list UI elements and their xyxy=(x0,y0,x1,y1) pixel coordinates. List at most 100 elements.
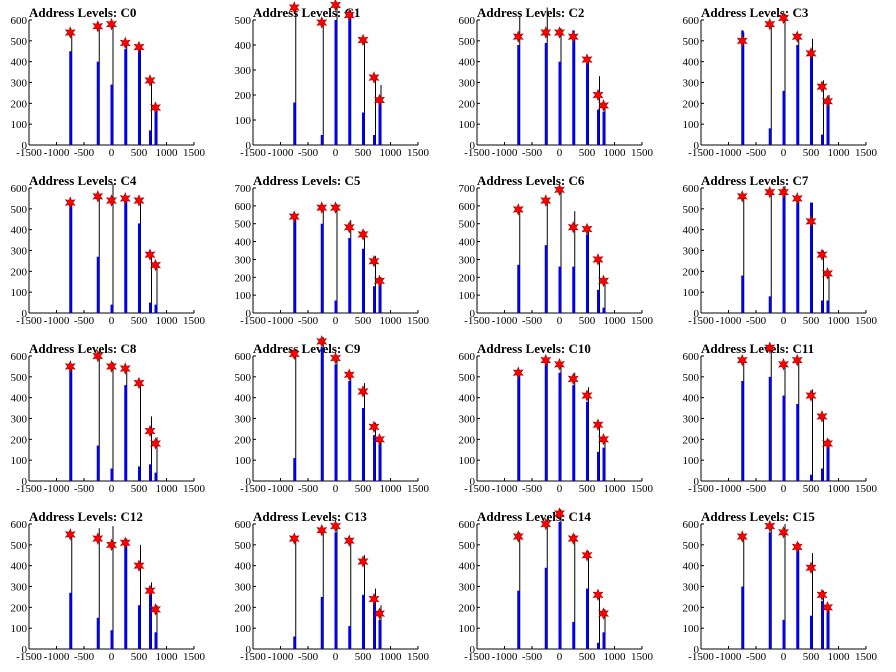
star-marker xyxy=(597,99,610,112)
star-marker xyxy=(64,26,76,39)
chart-title: Address Levels: C7 xyxy=(701,173,809,188)
x-tick-label: 500 xyxy=(803,483,820,495)
y-tick-label: 400 xyxy=(235,40,252,52)
bar xyxy=(378,443,381,481)
x-tick-label: 1000 xyxy=(604,651,627,663)
star-marker xyxy=(119,362,131,375)
chart-panel-c12: Address Levels: C12 0 100 200 300 400 500 600 -1… xyxy=(11,509,206,663)
chart-title: Address Levels: C9 xyxy=(253,341,361,356)
bar xyxy=(810,615,813,649)
x-tick-label: 1000 xyxy=(828,315,851,327)
x-tick-label: -1500 xyxy=(240,147,266,159)
bar xyxy=(96,617,100,649)
y-tick-label: 0 xyxy=(470,308,476,320)
x-tick-label: -500 xyxy=(522,315,543,327)
chart-panel-c3: Address Levels: C3 0 100 200 300 400 500 600 -15… xyxy=(683,5,878,159)
bar xyxy=(348,381,351,481)
x-tick-label: -1500 xyxy=(464,315,490,327)
y-tick-label: 300 xyxy=(459,78,476,90)
chart-panel-c13: Address Levels: C13 0 100 200 300 400 500 600 -1… xyxy=(235,509,430,663)
bar xyxy=(558,61,561,145)
bar xyxy=(124,49,127,145)
x-tick-label: -500 xyxy=(74,315,95,327)
bar xyxy=(821,601,824,649)
bar xyxy=(544,42,548,145)
star-marker xyxy=(64,528,76,541)
star-marker xyxy=(512,530,524,543)
star-marker xyxy=(133,376,145,390)
chart-title: Address Levels: C10 xyxy=(477,341,591,356)
star-marker xyxy=(597,274,610,288)
star-marker xyxy=(553,183,566,197)
x-tick-label: 1000 xyxy=(828,483,851,495)
star-marker xyxy=(777,185,790,199)
y-tick-label: 700 xyxy=(235,183,252,195)
y-tick-label: 400 xyxy=(235,561,252,573)
x-tick-label: 0 xyxy=(557,651,563,663)
bar xyxy=(110,84,113,145)
y-tick-label: 300 xyxy=(683,78,700,90)
star-marker xyxy=(764,519,776,533)
x-tick-label: 0 xyxy=(781,315,787,327)
bar xyxy=(293,458,296,481)
bar xyxy=(572,621,575,649)
y-tick-label: 500 xyxy=(683,540,700,552)
star-marker xyxy=(805,46,817,60)
bar xyxy=(586,588,589,649)
y-tick-label: 300 xyxy=(235,254,252,266)
x-tick-label: 1500 xyxy=(183,483,206,495)
y-tick-label: 0 xyxy=(246,476,252,488)
x-tick-label: -1500 xyxy=(688,651,714,663)
y-tick-label: 500 xyxy=(459,219,476,231)
chart-panel-c7: Address Levels: C7 0 100 200 300 400 500 600 -15… xyxy=(683,173,878,327)
x-tick-label: 1000 xyxy=(828,147,851,159)
bar xyxy=(138,45,141,145)
star-marker xyxy=(368,592,380,606)
bar xyxy=(602,447,605,481)
x-tick-label: 1000 xyxy=(828,651,851,663)
bar xyxy=(378,102,381,145)
x-tick-label: -500 xyxy=(298,315,319,327)
x-tick-label: 1000 xyxy=(156,651,179,663)
bar xyxy=(378,282,381,313)
bar xyxy=(586,234,589,313)
star-marker xyxy=(343,368,355,382)
star-marker xyxy=(92,349,104,363)
star-marker xyxy=(540,26,552,39)
bar xyxy=(597,109,600,145)
y-tick-label: 300 xyxy=(459,582,476,594)
y-tick-label: 100 xyxy=(235,455,252,467)
x-tick-label: 0 xyxy=(109,651,115,663)
y-tick-label: 0 xyxy=(246,644,252,656)
y-tick-label: 500 xyxy=(459,36,476,48)
star-marker xyxy=(567,220,579,234)
y-tick-label: 0 xyxy=(470,644,476,656)
x-tick-label: 1000 xyxy=(380,651,403,663)
y-tick-label: 400 xyxy=(683,561,700,573)
x-tick-label: -1500 xyxy=(16,147,42,159)
x-tick-label: 1000 xyxy=(604,315,627,327)
x-tick-label: -500 xyxy=(522,483,543,495)
star-marker xyxy=(567,372,579,386)
x-tick-label: -1500 xyxy=(16,651,42,663)
x-tick-label: 1000 xyxy=(604,147,627,159)
chart-title: Address Levels: C1 xyxy=(253,5,360,20)
x-tick-label: -1000 xyxy=(716,483,742,495)
y-tick-label: 400 xyxy=(459,561,476,573)
y-tick-label: 200 xyxy=(683,98,700,110)
star-marker xyxy=(821,600,834,614)
star-marker xyxy=(805,561,817,575)
chart-title: Address Levels: C0 xyxy=(29,5,136,20)
y-tick-label: 0 xyxy=(246,140,252,152)
star-marker xyxy=(288,347,300,361)
y-tick-label: 200 xyxy=(11,98,28,110)
bar xyxy=(362,112,365,145)
bar xyxy=(149,130,152,145)
x-tick-label: -1000 xyxy=(492,483,518,495)
x-tick-label: 1500 xyxy=(183,651,206,663)
y-tick-label: 400 xyxy=(459,237,476,249)
x-tick-label: 0 xyxy=(109,315,115,327)
bar xyxy=(373,286,376,313)
y-tick-label: 600 xyxy=(11,351,28,363)
x-tick-label: 1500 xyxy=(183,147,206,159)
